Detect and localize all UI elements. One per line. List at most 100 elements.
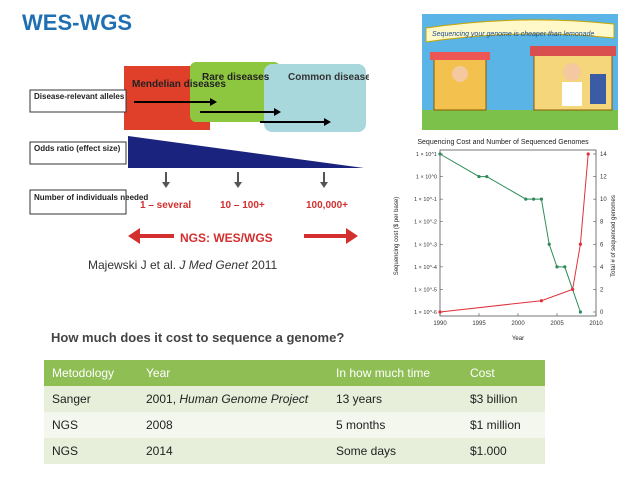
sequencer-machine	[590, 74, 606, 104]
down-arrowhead	[320, 182, 328, 188]
y-axis-label: Sequencing cost ($ per base)	[394, 197, 400, 275]
cost-data-point	[563, 265, 567, 269]
genomes-data-point	[586, 152, 590, 156]
cell-year: 2001, Human Genome Project	[138, 386, 328, 412]
lemonade-stand	[433, 57, 487, 111]
row-label-box	[29, 189, 127, 215]
cost-data-point	[477, 174, 481, 179]
disease-spectrum-diagram: Mendelian diseases Rare diseases Common …	[29, 62, 369, 246]
lemonade-cartoon: Sequencing your genome is cheaper than l…	[422, 14, 618, 130]
sample-label-few: 1 – several	[140, 200, 191, 211]
ngs-banner: NGS: WES/WGS	[180, 231, 273, 245]
y-right-tick-label: 6	[600, 242, 604, 248]
sequencing-cost-chart: Sequencing Cost and Number of Sequenced …	[394, 139, 617, 342]
cell-time: 13 years	[328, 386, 462, 412]
cost-data-point	[539, 197, 543, 201]
y-tick-label: 1 × 10^-5	[414, 287, 437, 293]
ngs-arrowhead-right	[346, 228, 358, 244]
x-tick-label: 1995	[472, 321, 486, 327]
x-axis-label: Year	[512, 336, 524, 342]
cell-year: 2008	[138, 412, 328, 438]
lab-coat	[562, 82, 582, 106]
cartoon-banner	[425, 19, 615, 43]
y-right-tick-label: 0	[600, 310, 604, 316]
cell-cost: $1 million	[462, 412, 545, 438]
y-tick-label: 1 × 10^-4	[414, 265, 437, 271]
genomes-data-point	[438, 310, 442, 314]
y-tick-label: 1 × 10^-1	[414, 197, 437, 203]
row-label-odds: Odds ratio (effect size)	[34, 144, 121, 153]
y-right-tick-label: 2	[600, 287, 604, 293]
y-tick-label: 1 × 10^-2	[414, 220, 437, 226]
cell-cost: $1.000	[462, 438, 545, 464]
common-box	[264, 64, 366, 132]
effect-size-wedge	[128, 136, 364, 168]
genomes-data-point	[571, 287, 575, 292]
cost-data-point	[438, 152, 442, 156]
citation-authors: Majewski J et al.	[88, 258, 177, 272]
genomes-data-point	[539, 299, 543, 303]
stand-awning	[430, 52, 490, 60]
x-tick-label: 2005	[550, 321, 564, 327]
rare-box	[190, 62, 280, 122]
cell-year-value: 2001,	[146, 392, 177, 406]
ngs-banner-bg	[174, 228, 304, 246]
chart-title: Sequencing Cost and Number of Sequenced …	[417, 139, 589, 146]
y-tick-label: 1 × 10^-3	[414, 242, 437, 248]
col-header-year: Year	[138, 360, 328, 386]
y-tick-label: 1 × 10^-6	[414, 310, 437, 316]
common-label: Common diseases	[288, 72, 369, 83]
down-arrowhead	[234, 182, 242, 188]
y-tick-label: 1 × 10^1	[416, 152, 437, 158]
slide-title: WES-WGS	[22, 10, 132, 35]
table-row: Sanger 2001, Human Genome Project 13 yea…	[44, 386, 545, 412]
y-right-tick-label: 12	[600, 175, 607, 181]
x-tick-label: 2000	[511, 321, 525, 327]
cell-year: 2014	[138, 438, 328, 464]
cost-data-point	[578, 310, 582, 314]
col-header-cost: Cost	[462, 360, 545, 386]
cell-cost: $3 billion	[462, 386, 545, 412]
cost-data-point	[555, 265, 559, 269]
citation-journal: J Med Genet	[179, 258, 249, 272]
cost-data-point	[524, 197, 528, 201]
scientist-head	[563, 63, 581, 81]
row-label-individuals: Number of individuals needed	[34, 193, 148, 202]
row-label-alleles: Disease-relevant alleles	[34, 92, 125, 101]
genomes-data-point	[578, 242, 582, 246]
mendelian-arrowhead	[210, 98, 217, 106]
common-arrowhead	[324, 118, 331, 126]
x-tick-label: 2010	[589, 321, 603, 327]
cost-question: How much does it cost to sequence a geno…	[51, 330, 345, 345]
y-right-tick-label: 10	[600, 197, 607, 203]
cost-data-point	[532, 197, 536, 201]
cell-year-note: Human Genome Project	[179, 392, 309, 406]
rare-arrowhead	[274, 108, 281, 116]
cartoon-banner-text: Sequencing your genome is cheaper than l…	[432, 31, 594, 38]
rare-label: Rare diseases	[202, 72, 270, 83]
row-label-box	[29, 89, 127, 113]
y-right-tick-label: 8	[600, 220, 604, 226]
cell-time: Some days	[328, 438, 462, 464]
row-label-box	[29, 141, 127, 165]
cell-method: Sanger	[44, 386, 138, 412]
sample-label-hundreds: 10 – 100+	[220, 200, 265, 211]
cost-data-point	[547, 242, 551, 246]
cell-method: NGS	[44, 412, 138, 438]
table-row: NGS 2008 5 months $1 million	[44, 412, 545, 438]
x-tick-label: 1990	[433, 321, 447, 327]
y-tick-label: 1 × 10^0	[416, 175, 437, 181]
cartoon-grass	[422, 110, 618, 130]
cell-method: NGS	[44, 438, 138, 464]
col-header-methodology: Metodology	[44, 360, 138, 386]
cost-data-point	[485, 174, 489, 179]
plot-frame	[439, 149, 597, 317]
citation-year: 2011	[251, 258, 278, 272]
y-right-tick-label: 4	[600, 265, 604, 271]
citation: Majewski J et al. J Med Genet 2011	[88, 258, 277, 272]
sample-label-hundred-thousand: 100,000+	[306, 200, 348, 211]
genome-stand-awning	[530, 46, 616, 56]
ngs-arrowhead-left	[128, 228, 140, 244]
kid-head	[452, 66, 468, 82]
y-axis-right-label: Total # of sequenced genomes	[611, 195, 617, 277]
